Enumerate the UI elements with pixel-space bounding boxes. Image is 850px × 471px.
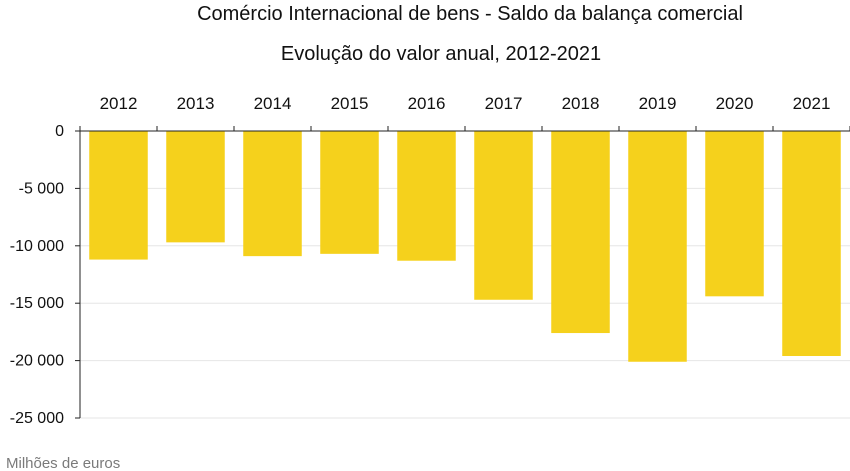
bar [628, 131, 687, 362]
y-tick-label: -5 000 [19, 180, 64, 197]
bar [243, 131, 302, 257]
x-tick-label: 2021 [793, 94, 831, 113]
y-tick-label: -10 000 [10, 238, 64, 255]
bar [320, 131, 379, 254]
x-tick-label: 2013 [177, 94, 215, 113]
axes [75, 126, 850, 419]
bar [397, 131, 456, 261]
bar [89, 131, 148, 260]
x-tick-label: 2020 [716, 94, 754, 113]
bar [705, 131, 764, 297]
x-tick-label: 2016 [408, 94, 446, 113]
x-tick-label: 2015 [331, 94, 369, 113]
y-tick-labels: 0 -5 000 -10 000 -15 000 -20 000 -25 000 [10, 123, 64, 427]
y-tick-label: 0 [55, 123, 64, 140]
x-tick-label: 2018 [562, 94, 600, 113]
bar [166, 131, 225, 243]
x-tick-label: 2019 [639, 94, 677, 113]
chart-title: Comércio Internacional de bens - Saldo d… [197, 3, 743, 25]
bar [474, 131, 533, 300]
unit-label: Milhões de euros [6, 455, 120, 471]
x-tick-label: 2017 [485, 94, 523, 113]
x-tick-label: 2014 [254, 94, 292, 113]
y-tick-label: -20 000 [10, 353, 64, 370]
x-tick-labels: 2012 2013 2014 2015 2016 2017 2018 2019 2020 2021 [100, 94, 831, 113]
x-tick-label: 2012 [100, 94, 138, 113]
bars [89, 131, 841, 362]
y-tick-label: -25 000 [10, 410, 64, 427]
chart-subtitle: Evolução do valor anual, 2012-2021 [281, 43, 601, 65]
bar [782, 131, 841, 357]
y-tick-label: -15 000 [10, 295, 64, 312]
bar [551, 131, 610, 334]
